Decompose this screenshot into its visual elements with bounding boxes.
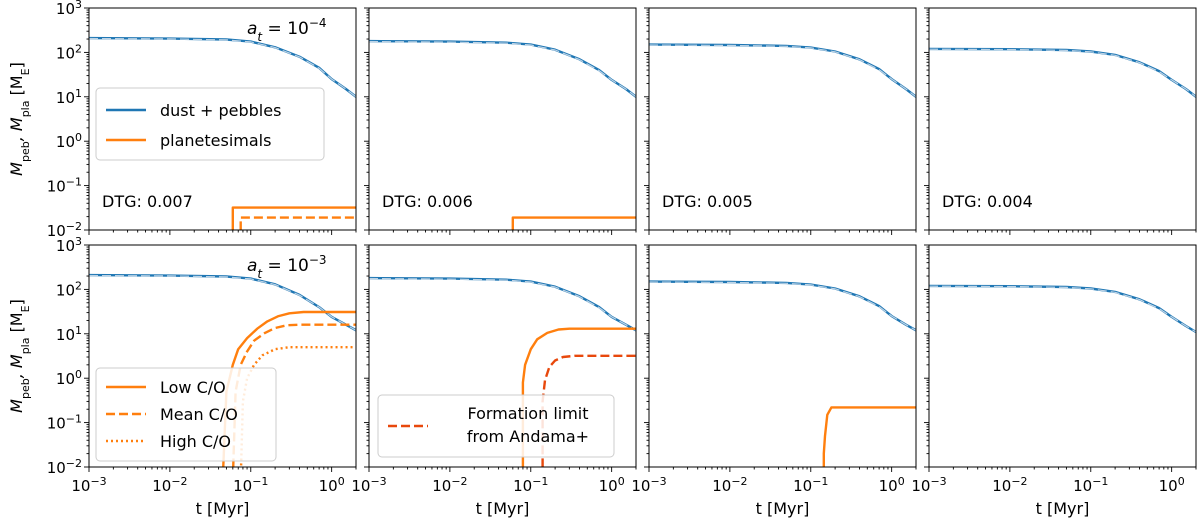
y-tick-label: 103 — [56, 0, 82, 18]
y-tick-label: 102 — [56, 279, 82, 300]
series-line-pebbles-1 — [369, 40, 636, 98]
x-tick-label: 100 — [879, 475, 905, 496]
axes-frame — [88, 7, 357, 231]
y-tick-label: 100 — [56, 368, 82, 389]
axes-frame — [928, 244, 1197, 468]
x-tick-label: 100 — [1159, 475, 1185, 496]
series-line-pebbles-0 — [89, 273, 356, 332]
axes-frame — [648, 244, 917, 468]
legend-box — [95, 367, 277, 462]
x-tick-label: 100 — [319, 475, 345, 496]
legend-label: dust + pebbles — [160, 101, 281, 120]
x-tick-label: 10−1 — [793, 475, 828, 496]
series-line-pebbles-1 — [369, 277, 636, 331]
x-tick-label: 10−2 — [152, 475, 187, 496]
y-axis-label: Mpeb, Mpla [ME] — [7, 62, 32, 176]
x-axis-label: t [Myr] — [756, 499, 810, 518]
legend-box-formation — [377, 394, 615, 458]
x-tick-label: 10−3 — [911, 475, 946, 496]
dtg-label: DTG: 0.006 — [382, 192, 473, 211]
x-tick-label: 100 — [599, 475, 625, 496]
series-line-planetesimals-3 — [232, 323, 356, 467]
dtg-label: DTG: 0.005 — [662, 192, 753, 211]
y-axis-label: Mpeb, Mpla [ME] — [7, 299, 32, 413]
panel-r0-c3: DTG: 0.004 — [924, 7, 1197, 235]
x-tick-label: 10−3 — [71, 475, 106, 496]
y-tick-label: 101 — [56, 86, 82, 107]
axes-frame — [368, 7, 637, 231]
series-line-pebbles-0 — [369, 276, 636, 332]
series-line-planetesimals-2 — [511, 216, 636, 230]
x-axis-label: t [Myr] — [196, 499, 250, 518]
series-line-pebbles-0 — [929, 284, 1196, 334]
legend-box — [95, 87, 325, 161]
y-tick-label: 101 — [56, 323, 82, 344]
y-tick-label: 10−1 — [47, 175, 82, 196]
series-line-pebbles-0 — [649, 280, 916, 332]
series-line-pebbles-1 — [929, 48, 1196, 98]
x-axis-label: t [Myr] — [476, 499, 530, 518]
series-line-planetesimals-2 — [521, 327, 636, 467]
dtg-label: DTG: 0.007 — [102, 192, 193, 211]
series-line-pebbles-1 — [649, 44, 916, 98]
legend-label: from Andama+ — [467, 427, 589, 446]
axes-frame — [928, 7, 1197, 231]
series-line-planetesimals-2 — [822, 406, 916, 467]
y-tick-label: 100 — [56, 131, 82, 152]
x-tick-label: 10−2 — [992, 475, 1027, 496]
legend-label: Low C/O — [160, 378, 226, 397]
series-line-planetesimals-4 — [239, 346, 356, 467]
turbulence-annotation: at = 10−4 — [247, 16, 327, 44]
panel-r1-c3: 10−3 10−2 10−1 100 t [Myr] — [911, 244, 1197, 518]
x-tick-label: 10−3 — [351, 475, 386, 496]
panel-r0-c0: 10−2 10−1 100 101 102 103 DTG: 0.007 — [47, 0, 357, 241]
series-line-pebbles-1 — [89, 274, 356, 331]
panel-r1-c2: 10−3 10−2 10−1 100 t [Myr] — [631, 244, 917, 518]
y-tick-label: 103 — [56, 235, 82, 256]
y-tick-label: 10−2 — [47, 457, 82, 478]
dtg-label: DTG: 0.004 — [942, 192, 1033, 211]
x-tick-label: 10−1 — [1073, 475, 1108, 496]
series-line-pebbles-0 — [649, 43, 916, 98]
x-tick-label: 10−1 — [233, 475, 268, 496]
legend-label: Formation limit — [467, 404, 588, 423]
x-tick-label: 10−1 — [513, 475, 548, 496]
series-line-pebbles-1 — [929, 285, 1196, 333]
y-tick-label: 10−2 — [47, 220, 82, 241]
panel-r1-c1: 10−3 10−2 10−1 100 t [Myr] — [351, 244, 637, 518]
series-line-pebbles-0 — [369, 39, 636, 98]
series-line-planetesimals-2 — [231, 206, 356, 230]
legend-label: High C/O — [160, 432, 231, 451]
x-tick-label: 10−3 — [631, 475, 666, 496]
x-axis-label: t [Myr] — [1036, 499, 1090, 518]
x-tick-label: 10−2 — [712, 475, 747, 496]
legend-label: Mean C/O — [160, 405, 238, 424]
series-line-pebbles-1 — [649, 281, 916, 331]
y-tick-label: 10−1 — [47, 412, 82, 433]
panel-r0-c2: DTG: 0.005 — [644, 7, 917, 235]
series-line-pebbles-1 — [89, 37, 356, 98]
legend-label: planetesimals — [160, 131, 271, 150]
panel-r0-c1: DTG: 0.006 — [364, 7, 637, 235]
series-line-pebbles-0 — [929, 47, 1196, 98]
axes-frame — [648, 7, 917, 231]
axes-frame — [88, 244, 357, 468]
axes-frame — [368, 244, 637, 468]
y-tick-label: 102 — [56, 42, 82, 63]
x-tick-label: 10−2 — [432, 475, 467, 496]
turbulence-annotation: at = 10−3 — [247, 253, 327, 281]
